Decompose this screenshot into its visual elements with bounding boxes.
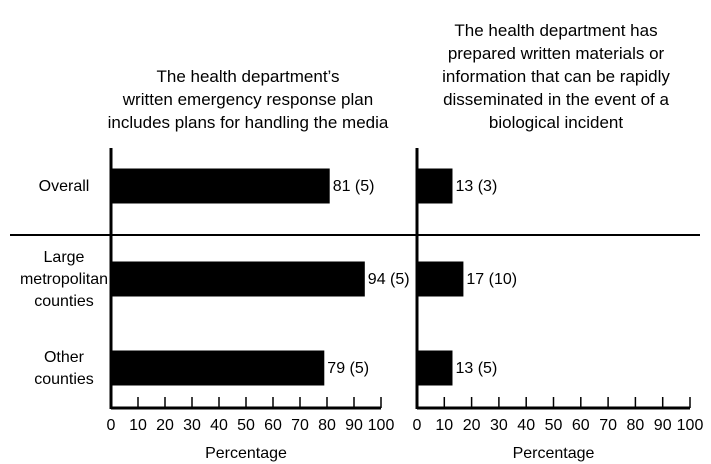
x-tick-label: 0 bbox=[413, 417, 422, 434]
x-tick-label: 60 bbox=[572, 417, 590, 434]
x-tick-label: 100 bbox=[677, 417, 704, 434]
value-label: 17 (10) bbox=[466, 271, 517, 288]
value-label: 94 (5) bbox=[368, 271, 410, 288]
x-tick-label: 70 bbox=[291, 417, 309, 434]
category-label: Other counties bbox=[34, 349, 94, 388]
x-tick-label: 20 bbox=[463, 417, 481, 434]
bar bbox=[111, 168, 330, 204]
x-tick-label: 30 bbox=[183, 417, 201, 434]
value-label: 13 (5) bbox=[455, 360, 497, 377]
x-axis-label: Percentage bbox=[513, 445, 595, 462]
bar bbox=[417, 261, 464, 297]
bar bbox=[111, 261, 365, 297]
x-tick-label: 40 bbox=[517, 417, 535, 434]
bar bbox=[417, 168, 453, 204]
x-tick-label: 90 bbox=[654, 417, 672, 434]
x-tick-label: 20 bbox=[156, 417, 174, 434]
bar bbox=[417, 350, 453, 386]
x-tick-label: 50 bbox=[545, 417, 563, 434]
x-axis-label: Percentage bbox=[205, 445, 287, 462]
x-tick-label: 80 bbox=[627, 417, 645, 434]
category-label: Large metropolitan counties bbox=[20, 249, 108, 310]
x-tick-label: 80 bbox=[318, 417, 336, 434]
x-tick-label: 30 bbox=[490, 417, 508, 434]
panel-title: The health department has prepared writte… bbox=[442, 21, 670, 132]
value-label: 81 (5) bbox=[333, 178, 375, 195]
x-tick-label: 0 bbox=[107, 417, 116, 434]
value-label: 13 (3) bbox=[455, 178, 497, 195]
x-tick-label: 40 bbox=[210, 417, 228, 434]
x-tick-label: 10 bbox=[435, 417, 453, 434]
x-tick-label: 10 bbox=[129, 417, 147, 434]
category-label: Overall bbox=[39, 178, 90, 195]
x-tick-label: 70 bbox=[599, 417, 617, 434]
value-label: 79 (5) bbox=[327, 360, 369, 377]
x-tick-label: 50 bbox=[237, 417, 255, 434]
x-tick-label: 100 bbox=[368, 417, 395, 434]
bar bbox=[111, 350, 325, 386]
x-tick-label: 90 bbox=[345, 417, 363, 434]
panel-title: The health department’s written emergency… bbox=[108, 67, 389, 132]
x-tick-label: 60 bbox=[264, 417, 282, 434]
